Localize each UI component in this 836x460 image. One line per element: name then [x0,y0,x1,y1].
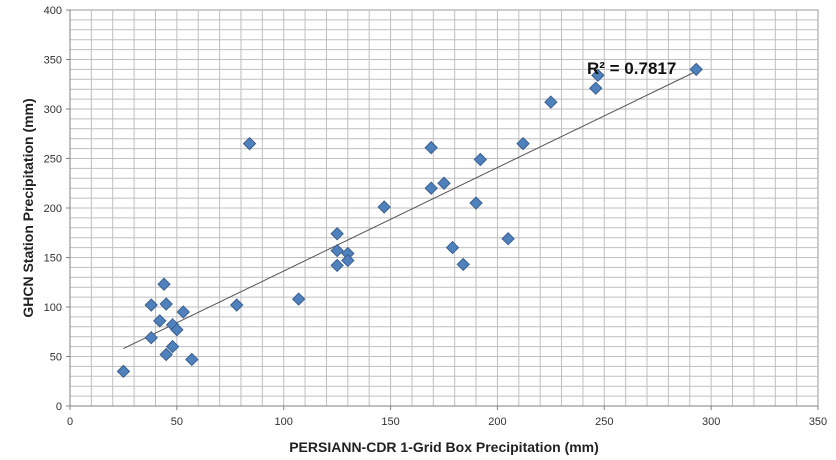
data-point [469,196,483,210]
x-tick-label: 50 [171,416,183,428]
y-tick-label: 400 [44,5,62,17]
data-point [165,339,180,354]
data-point [544,95,558,109]
y-tick-label: 100 [44,302,62,314]
x-tick-label: 100 [275,416,293,428]
x-axis-title: PERSIANN-CDR 1-Grid Box Precipitation (m… [289,439,599,455]
data-point [170,323,184,337]
y-tick-label: 0 [56,401,62,413]
y-tick-label: 150 [44,253,62,265]
data-point [341,253,355,268]
x-tick-label: 250 [595,416,613,428]
y-tick-label: 200 [44,203,62,215]
data-point [144,298,158,312]
x-tick-label: 200 [488,416,506,428]
data-point [185,352,199,367]
data-point [689,62,703,77]
y-axis-title: GHCN Station Precipitation (mm) [20,98,36,317]
tick-labels: 0 50 100 150 200 250 300 350 0 50 100 150 200 250 300 3… [44,5,828,428]
x-tick-label: 300 [702,416,720,428]
y-tick-label: 50 [50,352,62,364]
r-squared-annotation: R² = 0.7817 [587,59,676,78]
x-tick-label: 150 [381,416,399,428]
y-tick-label: 250 [44,154,62,166]
data-point [437,176,451,190]
data-point [424,181,438,195]
data-point [330,227,344,241]
data-point [473,152,488,167]
data-point [291,292,306,306]
data-point [159,347,173,362]
data-points [116,62,703,379]
data-point [229,298,244,312]
data-point [116,364,131,379]
data-point [424,140,438,155]
trendline-group [123,70,697,350]
data-point [330,258,344,273]
x-tick-label: 350 [809,416,827,428]
data-point [153,314,167,328]
grid-lines [69,10,818,407]
data-point [144,330,158,345]
data-point [377,200,391,214]
data-point [176,305,190,319]
y-tick-label: 300 [44,104,62,116]
data-point [159,297,173,311]
data-point [456,257,470,272]
data-point [591,68,605,83]
x-tick-label: 0 [67,416,73,428]
data-point [157,277,171,291]
data-point [330,243,344,258]
data-point [589,81,603,95]
data-point [516,136,530,151]
data-point [445,240,460,255]
data-point [242,136,257,151]
trendline [123,70,697,350]
y-tick-label: 350 [44,55,62,67]
data-point [501,231,515,246]
